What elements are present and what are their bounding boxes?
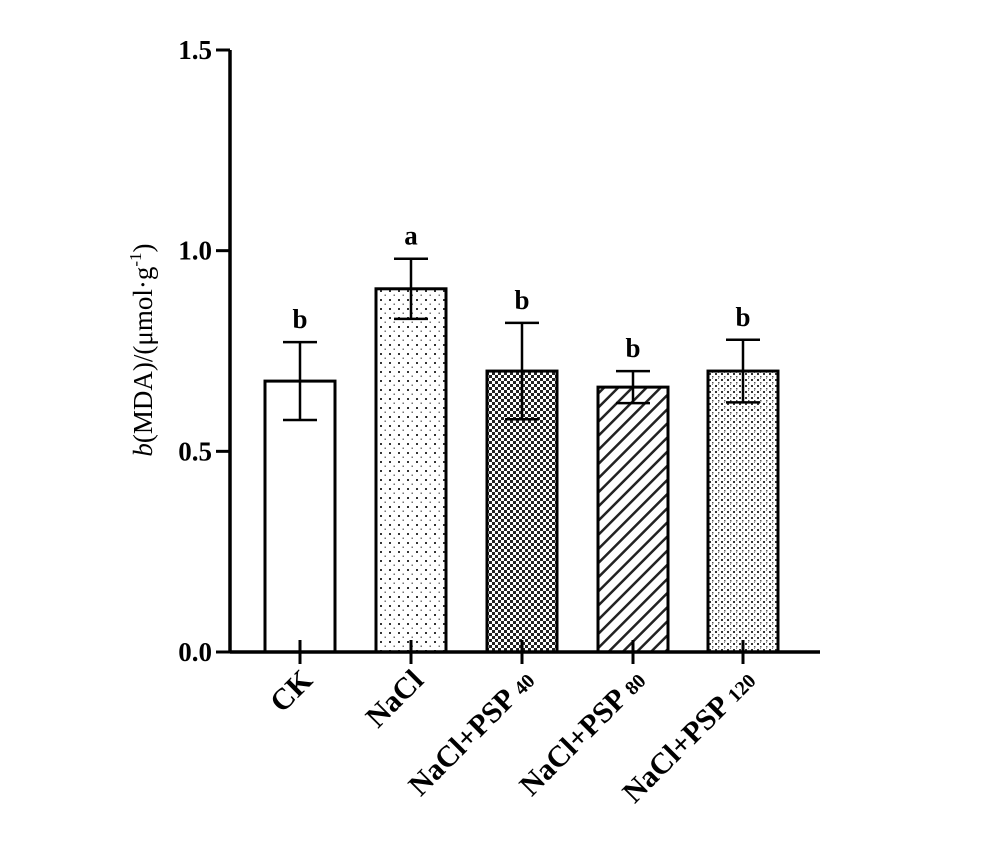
significance-label-3: b (625, 333, 640, 363)
y-tick-label-2: 1.0 (178, 236, 212, 266)
x-category-label-0: CK (264, 663, 320, 719)
x-category-label-1: NaCl (359, 664, 429, 734)
significance-label-2: b (514, 285, 529, 315)
y-tick-label-1: 0.5 (178, 436, 212, 466)
bar-4 (706, 369, 780, 654)
y-axis-title-variable: b (128, 443, 158, 457)
x-category-main-4: NaCl+PSP (616, 689, 736, 809)
bar-1 (374, 287, 448, 654)
y-axis-title: b(MDA)/(μmol·g-1) (126, 243, 158, 456)
significance-label-1: a (404, 221, 418, 251)
x-category-main-0: CK (264, 663, 320, 719)
x-category-main-2: NaCl+PSP (402, 682, 522, 802)
significance-label-4: b (735, 302, 750, 332)
x-category-main-1: NaCl (359, 664, 429, 734)
bar-3 (596, 385, 670, 654)
y-axis-title-superscript: -1 (126, 252, 145, 266)
x-category-subscript-2: 40 (510, 670, 540, 700)
x-category-subscript-4: 120 (724, 670, 761, 707)
y-tick-label-3: 1.5 (178, 35, 212, 65)
bar-0 (263, 379, 337, 654)
x-category-subscript-3: 80 (621, 670, 651, 700)
x-category-main-3: NaCl+PSP (513, 682, 633, 802)
significance-label-0: b (292, 304, 307, 334)
y-axis-title-end: ) (128, 243, 158, 252)
y-tick-label-0: 0.0 (178, 637, 212, 667)
y-axis-title-main: (MDA)/(μmol·g (128, 267, 158, 443)
